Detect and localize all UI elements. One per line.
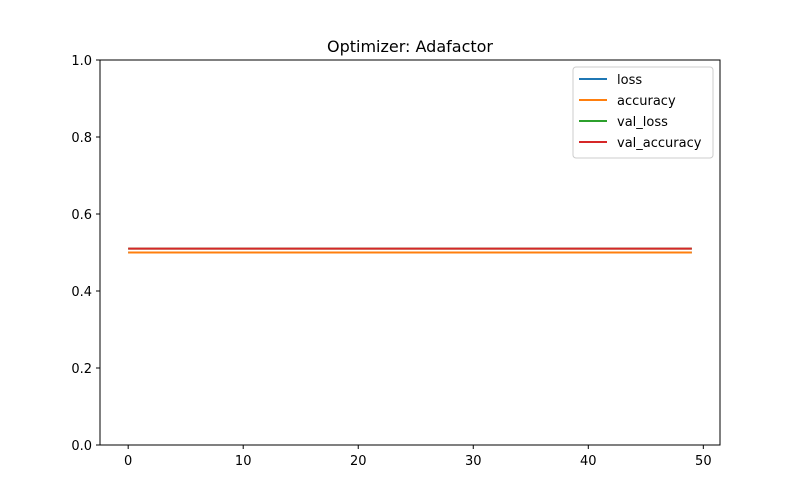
legend: loss accuracy val_loss val_accuracy [572,66,714,159]
x-tick-label: 50 [695,454,712,469]
legend-label-val-loss: val_loss [617,115,668,130]
x-tick-label: 40 [580,454,597,469]
chart-title: Optimizer: Adafactor [327,37,493,56]
legend-label-val-accuracy: val_accuracy [617,136,702,151]
y-axis: 0.0 0.2 0.4 0.6 0.8 1.0 [71,54,100,454]
legend-label-loss: loss [617,73,642,88]
series-layer [128,247,692,254]
y-tick-label: 1.0 [71,54,92,69]
plot-frame [99,59,721,446]
x-tick-label: 10 [235,454,252,469]
x-tick-label: 30 [465,454,482,469]
legend-box [572,66,714,159]
y-tick-label: 0.2 [71,362,92,377]
x-tick-label: 20 [350,454,367,469]
legend-label-accuracy: accuracy [617,94,676,109]
y-tick-label: 0.0 [71,439,92,454]
y-tick-label: 0.4 [71,285,92,300]
x-axis: 0 10 20 30 40 50 [124,445,712,469]
x-tick-label: 0 [124,454,132,469]
y-tick-label: 0.8 [71,131,92,146]
y-tick-label: 0.6 [71,208,92,223]
